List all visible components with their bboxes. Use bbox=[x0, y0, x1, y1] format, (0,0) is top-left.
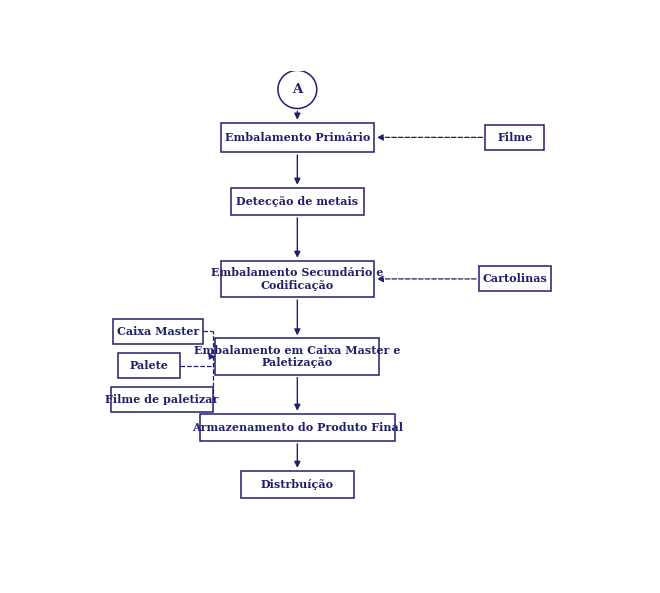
FancyBboxPatch shape bbox=[114, 319, 203, 344]
FancyBboxPatch shape bbox=[111, 387, 213, 413]
FancyBboxPatch shape bbox=[200, 414, 395, 441]
Text: Filme de paletizar: Filme de paletizar bbox=[105, 394, 218, 406]
Text: Embalamento em Caixa Master e
Paletização: Embalamento em Caixa Master e Paletizaçã… bbox=[194, 345, 401, 368]
Text: Caixa Master: Caixa Master bbox=[117, 326, 199, 337]
FancyBboxPatch shape bbox=[220, 261, 374, 297]
FancyBboxPatch shape bbox=[118, 353, 180, 378]
Text: Embalamento Primário: Embalamento Primário bbox=[224, 132, 370, 143]
FancyBboxPatch shape bbox=[485, 125, 544, 150]
Text: Palete: Palete bbox=[129, 360, 168, 371]
FancyBboxPatch shape bbox=[241, 471, 354, 498]
Text: Filme: Filme bbox=[497, 132, 533, 143]
FancyBboxPatch shape bbox=[215, 338, 379, 375]
Ellipse shape bbox=[278, 71, 317, 109]
Text: Embalamento Secundário e
Codificação: Embalamento Secundário e Codificação bbox=[211, 267, 383, 291]
Text: Cartolinas: Cartolinas bbox=[482, 273, 547, 285]
Text: A: A bbox=[292, 83, 302, 96]
FancyBboxPatch shape bbox=[231, 187, 364, 215]
FancyBboxPatch shape bbox=[220, 123, 374, 152]
Text: Distrbuíção: Distrbuíção bbox=[261, 479, 334, 490]
FancyBboxPatch shape bbox=[479, 266, 550, 292]
Text: Detecção de metais: Detecção de metais bbox=[236, 196, 358, 207]
Text: Armazenamento do Produto Final: Armazenamento do Produto Final bbox=[192, 422, 403, 433]
